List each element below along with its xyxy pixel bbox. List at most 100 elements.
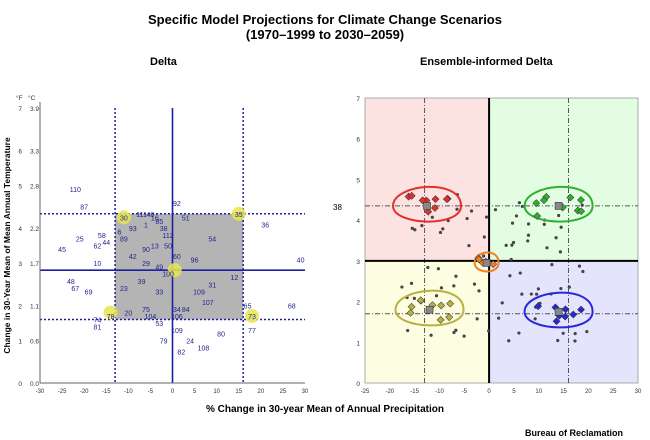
model-label: 10 — [94, 261, 102, 268]
model-label: 77 — [248, 328, 256, 335]
gcm-dot — [545, 246, 549, 250]
cluster-outline-central — [473, 251, 500, 273]
gcm-dot — [533, 317, 537, 321]
cluster-member-cool-wet — [561, 312, 570, 321]
y-tick-label-c: 0.0 — [30, 381, 39, 388]
quadrant-warm-wet — [489, 98, 638, 261]
cluster-member-warm-dry — [424, 207, 433, 216]
y-axis-label: Change in 30-Year Mean of Mean Annual Te… — [2, 137, 12, 354]
gcm-dot — [517, 331, 521, 335]
gcm-dot — [406, 328, 410, 333]
gcm-dot — [497, 316, 501, 320]
cluster-member-warm-wet — [533, 212, 542, 220]
gcm-dot — [412, 296, 416, 301]
cluster-outline-warm-wet — [523, 185, 594, 223]
model-label: 110 — [70, 187, 81, 194]
model-label: 38 — [160, 226, 168, 233]
gcm-dot — [526, 222, 531, 226]
model-label: 87 — [80, 205, 88, 212]
y-tick-label-f: 3 — [18, 261, 22, 268]
cluster-center-warm-dry — [423, 202, 431, 210]
model-label: 54 — [208, 236, 216, 243]
model-label: 58 — [98, 233, 106, 240]
model-label: 73 — [248, 314, 256, 321]
gcm-dot — [482, 254, 486, 258]
right-panel-title: Ensemble-informed Delta — [420, 56, 553, 68]
gcm-dot — [509, 257, 513, 262]
y-tick-label: 0 — [356, 381, 360, 388]
x-tick-label: -25 — [361, 389, 370, 395]
gcm-dot — [580, 203, 584, 207]
gcm-dot — [507, 339, 511, 343]
cluster-outline-cool-wet — [523, 291, 594, 329]
gcm-dot — [557, 213, 561, 218]
gcm-dot — [465, 216, 469, 221]
y-tick-label-c: 1.1 — [30, 303, 39, 310]
model-label: 51 — [182, 215, 190, 222]
model-label: 106 — [171, 314, 183, 321]
y-tick-label: 2 — [356, 300, 360, 307]
gcm-dot — [561, 331, 565, 335]
cluster-member-cool-wet — [569, 310, 578, 319]
x-tick-label: -10 — [124, 389, 133, 395]
gcm-dot — [438, 230, 443, 235]
side-label: 38 — [333, 203, 342, 212]
model-label: 78 — [107, 314, 115, 321]
model-label: 12 — [230, 275, 238, 282]
model-label: 46 — [147, 212, 155, 219]
gcm-dot — [573, 332, 577, 336]
y-unit-f: °F — [16, 94, 23, 102]
chart-title-line1: Specific Model Projections for Climate C… — [148, 12, 502, 27]
quadrant-cool-wet — [489, 260, 638, 383]
gcm-dot — [484, 215, 489, 219]
x-tick-label: -5 — [148, 389, 154, 395]
gcm-dot — [526, 239, 530, 243]
gcm-dot — [429, 333, 433, 337]
model-label: 67 — [71, 286, 79, 293]
y-tick-label-c: 0.6 — [30, 339, 39, 346]
model-label: 104 — [145, 314, 157, 321]
model-label: 92 — [173, 201, 181, 208]
gcm-dot — [585, 330, 589, 334]
x-tick-label: -20 — [80, 389, 89, 395]
y-tick-label-c: 2.2 — [30, 226, 39, 233]
model-label: 69 — [85, 289, 93, 296]
y-tick-label-c: 3.3 — [30, 148, 39, 155]
gcm-dot — [542, 222, 546, 226]
gcm-dot — [508, 274, 512, 278]
gcm-dot — [520, 292, 524, 296]
model-label: 50 — [164, 244, 172, 251]
gcm-dot — [467, 243, 471, 248]
gcm-dot — [439, 286, 444, 290]
cluster-member-central — [489, 260, 498, 269]
model-label: 40 — [297, 258, 305, 265]
cluster-center-central — [482, 259, 491, 267]
x-tick-label: 10 — [535, 389, 542, 395]
model-label: 90 — [142, 247, 150, 254]
y-tick-label-c: 2.8 — [30, 184, 39, 191]
x-tick-label: 30 — [302, 389, 309, 395]
gcm-dot — [573, 339, 577, 343]
gcm-dot — [526, 233, 531, 237]
model-label: 33 — [155, 289, 163, 296]
highlight-marker — [103, 305, 118, 320]
x-tick-label: -15 — [410, 389, 419, 395]
quadrant-cool-dry — [365, 260, 490, 383]
model-label: 13 — [151, 244, 159, 251]
x-tick-label: 20 — [585, 389, 592, 395]
y-tick-label: 4 — [356, 218, 360, 225]
gcm-dot — [436, 267, 441, 271]
cluster-member-cool-wet — [561, 305, 570, 314]
quadrant-warm-dry — [365, 98, 490, 261]
x-tick-label: 5 — [512, 389, 516, 395]
gcm-dot — [500, 301, 504, 305]
gcm-dot — [536, 287, 540, 291]
gcm-dot — [556, 338, 560, 343]
gcm-dot — [400, 285, 404, 289]
x-tick-label: 30 — [635, 389, 642, 395]
x-tick-label: 0 — [171, 389, 175, 395]
cluster-member-warm-wet — [577, 207, 586, 216]
model-label: 49 — [155, 265, 163, 272]
cluster-member-warm-dry — [431, 204, 439, 212]
model-label: 85 — [155, 219, 163, 226]
